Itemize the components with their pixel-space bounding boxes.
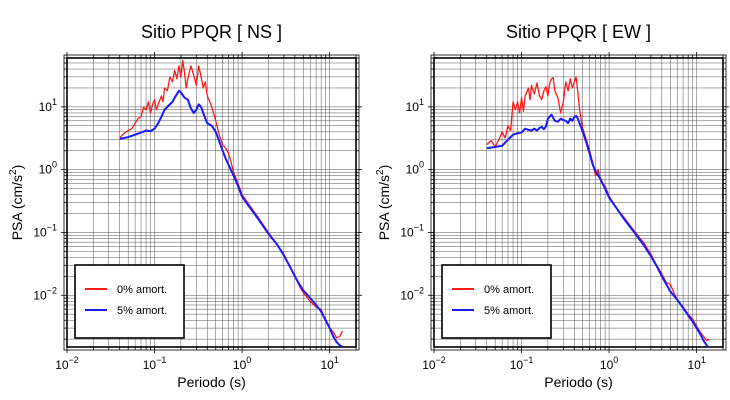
text-span: ) (9, 165, 25, 170)
text-span: 0 (613, 355, 618, 365)
x-axis-label: Periodo (s) (177, 374, 245, 390)
axis-ticks (61, 52, 362, 353)
text-span: 0 (52, 160, 57, 170)
text-span: Sitio PPQR [ EW ] (506, 22, 651, 42)
text-span: 0 (246, 355, 251, 365)
text-span: 0% amort. (484, 284, 534, 296)
text-span: 10 (39, 100, 53, 114)
text-span: −2 (47, 285, 57, 295)
x-axis-label: Periodo (s) (544, 374, 612, 390)
x-tick-label: 101 (687, 355, 705, 372)
text-span: 5% amort. (484, 305, 534, 317)
text-span: −1 (523, 355, 533, 365)
x-tick-label: 10−2 (55, 355, 79, 372)
y-tick-label: 10−1 (33, 222, 57, 239)
text-span: −1 (47, 222, 57, 232)
x-tick-label: 100 (233, 355, 251, 372)
y-axis-label: PSA (cm/s2) (8, 165, 25, 241)
text-span: −1 (156, 355, 166, 365)
text-span: 10 (233, 358, 247, 372)
legend-box (441, 264, 552, 339)
text-span: 10 (39, 163, 53, 177)
text-span: ) (376, 165, 392, 170)
text-span: 10 (33, 225, 47, 239)
text-span: 5% amort. (117, 305, 167, 317)
text-span: 10 (400, 288, 414, 302)
y-tick-label: 10−2 (33, 285, 57, 302)
legend: 0% amort. 5% amort. (74, 264, 185, 339)
text-span: 10 (33, 288, 47, 302)
text-span: 10 (687, 358, 701, 372)
axis-ticks (428, 52, 729, 353)
text-span: PSA (cm/s (376, 175, 392, 240)
y-tick-label: 101 (39, 97, 57, 114)
y-tick-label: 10−2 (400, 285, 424, 302)
text-span: 10 (406, 163, 420, 177)
text-span: Sitio PPQR [ NS ] (141, 22, 282, 42)
legend-box (74, 264, 185, 339)
legend: 0% amort. 5% amort. (441, 264, 552, 339)
text-span: 0 (419, 160, 424, 170)
legend-label-amort-0: 0% amort. (117, 284, 167, 296)
y-tick-label: 100 (39, 160, 57, 177)
text-span: 1 (334, 355, 339, 365)
x-tick-label: 10−1 (510, 355, 534, 372)
text-span: 10 (510, 358, 524, 372)
chart-title: Sitio PPQR [ NS ] (141, 22, 282, 42)
text-span: −1 (414, 222, 424, 232)
series-group (486, 76, 710, 347)
text-span: 10 (422, 358, 436, 372)
legend-label-amort-5: 5% amort. (117, 305, 167, 317)
y-tick-label: 10−1 (400, 222, 424, 239)
text-span: 1 (701, 355, 706, 365)
legend-label-amort-5: 5% amort. (484, 305, 534, 317)
text-span: 10 (400, 225, 414, 239)
x-tick-label: 10−2 (422, 355, 446, 372)
legend-label-amort-0: 0% amort. (484, 284, 534, 296)
y-tick-label: 100 (406, 160, 424, 177)
text-span: 1 (52, 97, 57, 107)
chart-title: Sitio PPQR [ EW ] (506, 22, 651, 42)
text-span: 10 (55, 358, 69, 372)
series-line-amort-5 (119, 89, 343, 347)
text-span: 10 (600, 358, 614, 372)
text-span: 2 (8, 169, 19, 175)
text-span: 10 (143, 358, 157, 372)
text-span: Periodo (s) (544, 374, 612, 390)
y-tick-label: 101 (406, 97, 424, 114)
text-span: 10 (406, 100, 420, 114)
text-span: 1 (419, 97, 424, 107)
text-span: Periodo (s) (177, 374, 245, 390)
series-group (119, 59, 344, 347)
text-span: 0% amort. (117, 284, 167, 296)
text-span: −2 (69, 355, 79, 365)
x-tick-label: 100 (600, 355, 618, 372)
text-span: −2 (414, 285, 424, 295)
text-span: 2 (375, 169, 386, 175)
x-tick-label: 101 (320, 355, 338, 372)
text-span: 10 (320, 358, 334, 372)
text-span: PSA (cm/s (9, 175, 25, 240)
series-line-amort-5 (486, 113, 710, 347)
y-axis-label: PSA (cm/s2) (375, 165, 392, 241)
x-tick-label: 10−1 (143, 355, 167, 372)
text-span: −2 (436, 355, 446, 365)
